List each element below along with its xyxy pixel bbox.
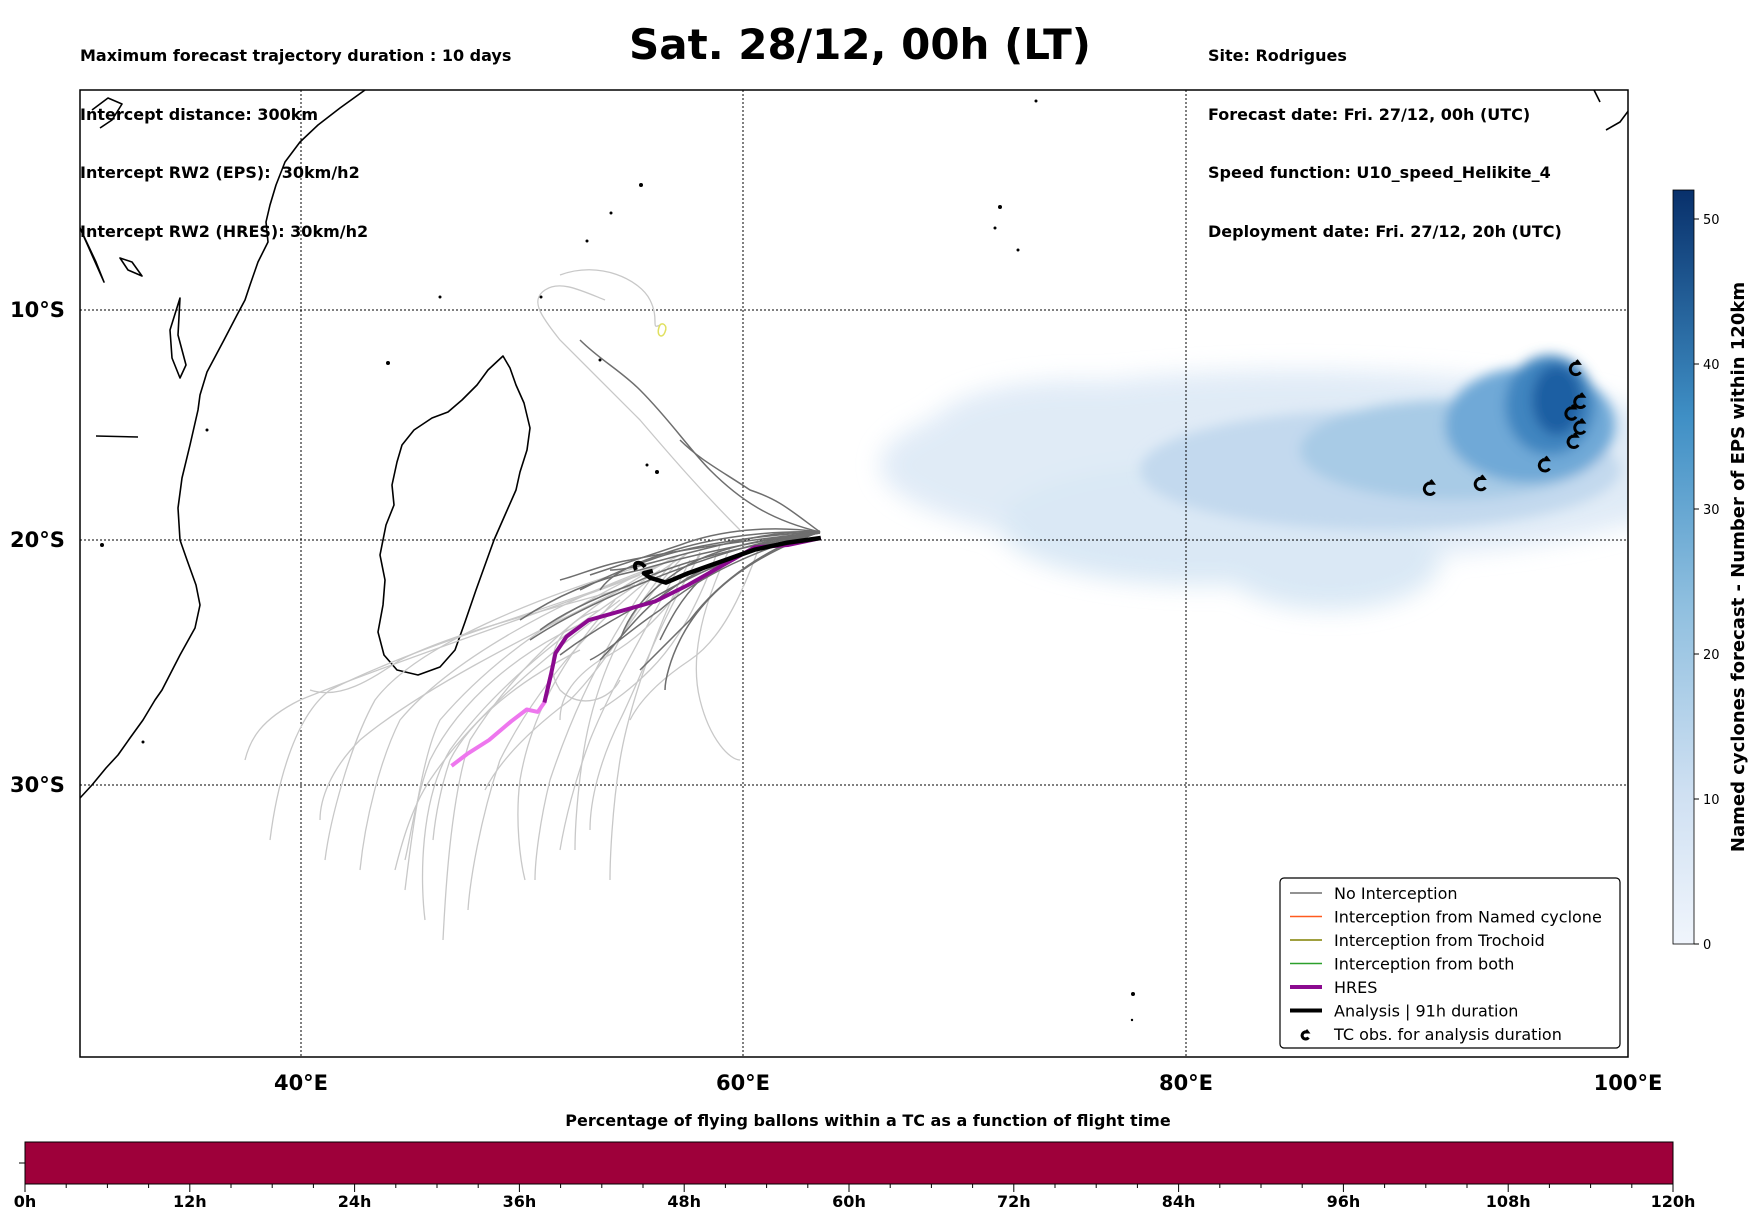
legend-label: Interception from both [1334, 955, 1514, 974]
legend-item: Analysis | 91h duration [1290, 1002, 1518, 1021]
lon-label: 80°E [1159, 1071, 1213, 1095]
africa-coastline [80, 90, 366, 799]
param-line: Intercept RW2 (EPS): 30km/h2 [80, 163, 360, 182]
longitude-labels: 40°E 60°E 80°E 100°E [274, 1071, 1662, 1095]
time-bar-tick-label: 96h [1327, 1192, 1361, 1211]
lat-label: 30°S [10, 773, 65, 797]
time-bar-tick-label: 72h [997, 1192, 1031, 1211]
time-bar-tick-label: 48h [667, 1192, 701, 1211]
colorbar-tick-label: 0 [1703, 938, 1711, 953]
latitude-labels: 10°S 20°S 30°S [10, 298, 65, 797]
colorbar-tick-label: 50 [1703, 213, 1720, 228]
legend-item: HRES [1290, 978, 1377, 997]
param-line: Intercept distance: 300km [80, 104, 319, 124]
time-bar-tick-label: 60h [832, 1192, 866, 1211]
lon-label: 100°E [1594, 1071, 1663, 1095]
forecast-parameters: Maximum forecast trajectory duration : 1… [80, 7, 511, 261]
tc-observation-marker [1566, 432, 1580, 449]
legend-item: TC obs. for analysis duration [1300, 1025, 1562, 1044]
site-line: Site: Rodrigues [1208, 46, 1347, 65]
lat-label: 20°S [10, 528, 65, 552]
colorbar-tick-label: 10 [1703, 793, 1720, 808]
site-line: Speed function: U10_speed_Helikite_4 [1208, 163, 1551, 182]
cyclone-density-field [880, 355, 1628, 610]
time-bar-tick-label: 12h [173, 1192, 207, 1211]
legend-item: Interception from Named cyclone [1290, 908, 1602, 927]
hres-track-early [542, 536, 822, 703]
legend-box [1279, 877, 1621, 1049]
legend-item: Interception from Trochoid [1290, 931, 1545, 950]
colorbar-tick-label: 40 [1703, 358, 1720, 373]
analysis-track-loop [633, 560, 647, 571]
islands [100, 99, 1135, 1022]
legend-item: Interception from both [1290, 955, 1514, 974]
map-title: Sat. 28/12, 00h (LT) [629, 20, 1091, 69]
analysis-track [641, 535, 822, 585]
flight-time-bar: Percentage of flying ballons within a TC… [14, 1111, 1696, 1211]
eps-trajectories-light [244, 269, 761, 941]
lat-label: 10°S [10, 298, 65, 322]
time-bar-tick-label: 84h [1162, 1192, 1196, 1211]
tc-observation-marker [1573, 418, 1587, 435]
cyclone-symbol-icon [1300, 1029, 1311, 1041]
legend-label: Interception from Trochoid [1334, 931, 1545, 950]
graticule [80, 90, 1628, 1057]
lon-label: 60°E [716, 1071, 770, 1095]
legend-label: Interception from Named cyclone [1334, 908, 1602, 927]
colorbar: 0 10 20 30 40 50 Named cyclones forecast - Nu… [1672, 189, 1749, 953]
site-line: Deployment date: Fri. 27/12, 20h (UTC) [1208, 221, 1562, 241]
colorbar-gradient [1672, 189, 1695, 945]
tc-observation-marker [1537, 455, 1551, 473]
legend-label: HRES [1334, 978, 1377, 997]
trajectory-end-loop [657, 323, 667, 337]
colorbar-tick-label: 30 [1703, 503, 1720, 518]
time-bar-tick-label: 108h [1486, 1192, 1531, 1211]
colorbar-tick-label: 20 [1703, 648, 1720, 663]
legend-label: TC obs. for analysis duration [1333, 1025, 1562, 1044]
time-bar-tick-label: 120h [1651, 1192, 1696, 1211]
hres-track-late [450, 673, 553, 768]
tc-observation-marker [1422, 479, 1436, 496]
tc-observation-marker [1473, 474, 1487, 492]
param-line: Maximum forecast trajectory duration : 1… [80, 46, 512, 65]
tc-observations [1422, 359, 1587, 496]
colorbar-label: Named cyclones forecast - Number of EPS … [1728, 282, 1749, 852]
time-bar-fill [24, 1141, 1674, 1185]
tc-observation-marker [1564, 403, 1578, 421]
time-bar-tick-label: 24h [338, 1192, 372, 1211]
legend-item: No Interception [1290, 884, 1458, 903]
legend-label: Analysis | 91h duration [1334, 1002, 1518, 1021]
lon-label: 40°E [274, 1071, 328, 1095]
site-line: Forecast date: Fri. 27/12, 00h (UTC) [1208, 104, 1531, 124]
legend-label: No Interception [1334, 884, 1458, 903]
madagascar-coastline [377, 355, 531, 676]
site-info: Site: Rodrigues Forecast date: Fri. 27/1… [1208, 7, 1562, 261]
map-frame [79, 89, 1629, 1058]
tc-observation-marker [1568, 359, 1582, 377]
time-bar-tick-label: 36h [503, 1192, 537, 1211]
legend: No Interception Interception from Named c… [1279, 877, 1621, 1049]
time-bar-title: Percentage of flying ballons within a TC… [565, 1111, 1171, 1130]
time-bar-tick-label: 0h [14, 1192, 37, 1211]
tc-observation-marker [1573, 392, 1587, 409]
